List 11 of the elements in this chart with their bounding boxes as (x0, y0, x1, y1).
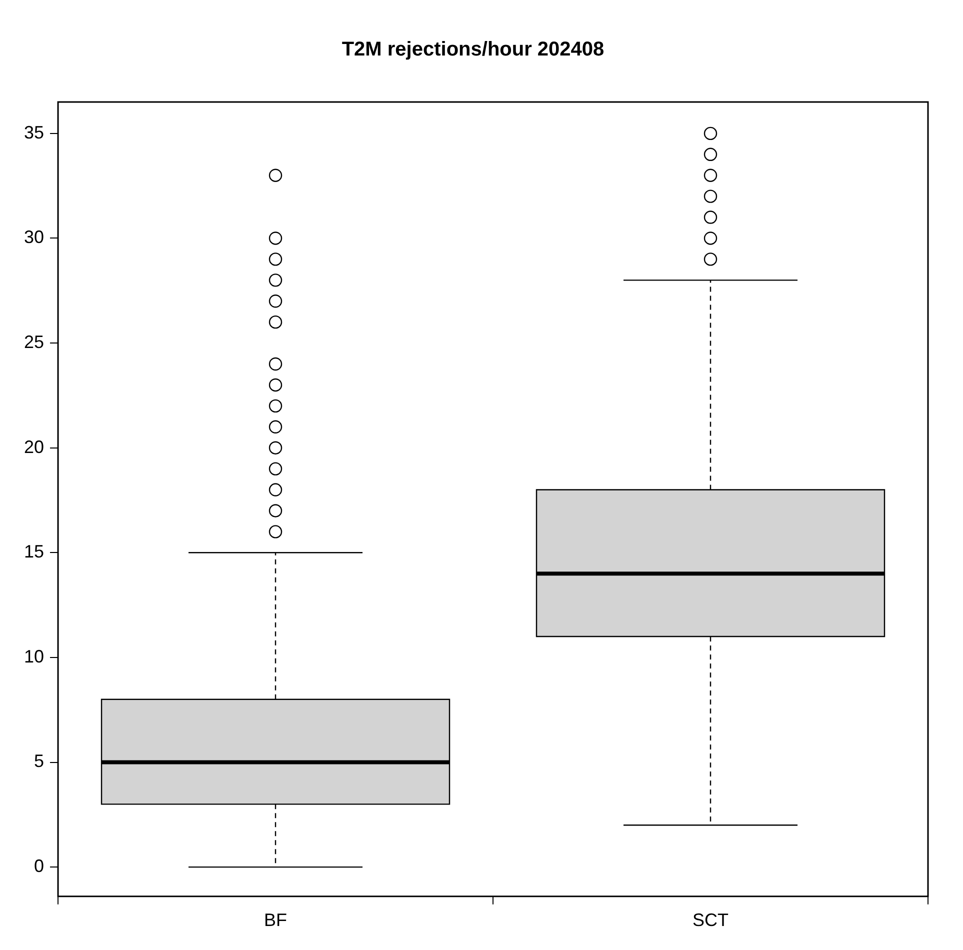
x-tick-label: SCT (692, 910, 729, 930)
y-tick-label: 15 (24, 542, 44, 562)
y-tick-label: 10 (24, 646, 44, 666)
chart-title: T2M rejections/hour 202408 (342, 38, 604, 61)
y-tick-label: 5 (34, 751, 44, 772)
y-tick-label: 0 (34, 856, 44, 876)
y-tick-label: 35 (24, 122, 44, 142)
x-tick-label: BF (264, 910, 288, 930)
y-tick-label: 25 (24, 332, 44, 352)
y-tick-label: 30 (24, 227, 44, 248)
y-tick-label: 20 (24, 436, 44, 457)
